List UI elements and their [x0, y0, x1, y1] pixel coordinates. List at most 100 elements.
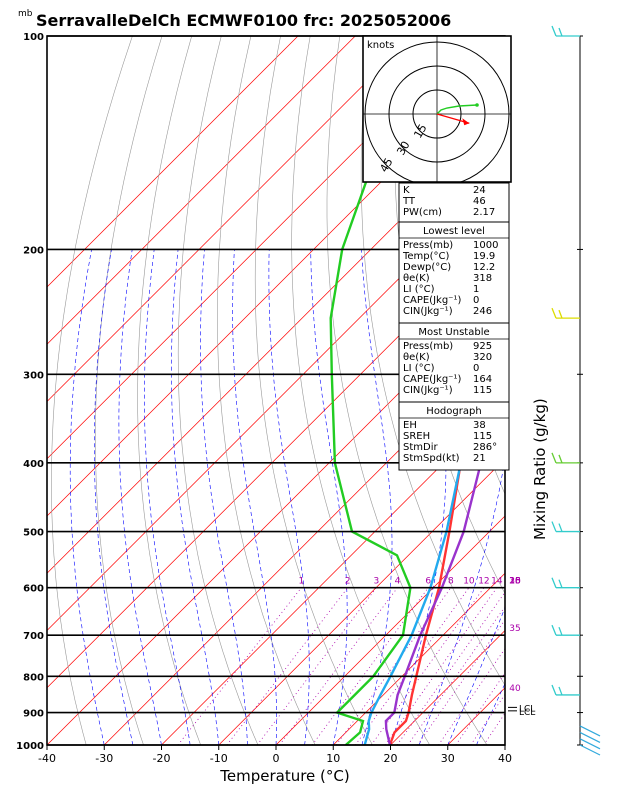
stat-section-title: Lowest level	[423, 226, 485, 237]
moist-adiabat	[504, 744, 505, 745]
stat-label: Press(mb)	[403, 240, 453, 251]
isotherm	[333, 572, 505, 745]
mixing-ratio-line	[438, 647, 505, 745]
dewpoint-profile	[329, 36, 471, 745]
lcl-label: LCL	[519, 704, 535, 714]
x-tick-label: 20	[384, 752, 398, 765]
stat-value: 318	[473, 273, 492, 284]
mixing-ratio-label: 4	[395, 577, 401, 587]
isotherm	[218, 458, 505, 745]
x-tick-label: -10	[210, 752, 228, 765]
wind-barb	[579, 725, 601, 737]
wind-barb-feather	[558, 523, 563, 532]
stat-label: θe(K)	[403, 273, 430, 284]
stat-value: 0	[473, 295, 479, 306]
stat-label: EH	[403, 420, 417, 431]
dry-adiabat	[254, 36, 373, 745]
stat-section-title: Most Unstable	[418, 327, 489, 338]
mixing-ratio-label: 1	[298, 577, 304, 587]
stat-value: 21	[473, 453, 486, 464]
mixing-ratio-line	[396, 591, 505, 745]
mixing-ratio-label: 16	[509, 577, 521, 587]
hodograph-stats-box	[398, 401, 510, 471]
unit-mb-label: mb	[18, 9, 33, 19]
stat-section-title: Hodograph	[426, 406, 481, 417]
stat-label: Temp(°C)	[402, 251, 450, 262]
stat-value: 1000	[473, 240, 498, 251]
pressure-tick-label: 600	[23, 584, 44, 595]
wind-barb-feather	[551, 684, 557, 696]
isotherm	[104, 343, 505, 745]
mixing-ratio-label: 8	[448, 577, 454, 587]
x-tick-label: 0	[273, 752, 280, 765]
mixing-ratio-label: 40	[509, 684, 521, 694]
dry-adiabat	[51, 36, 133, 745]
mixing-ratio-line	[407, 605, 505, 745]
mixing-ratio-label: 2	[345, 577, 351, 587]
wind-barb-feather	[558, 454, 563, 464]
wind-barb-feather	[558, 27, 563, 37]
mixing-ratio-label: 30	[509, 577, 521, 587]
stat-label: LI (°C)	[403, 363, 435, 374]
stat-value: 164	[473, 374, 492, 385]
wind-barb-feather	[551, 521, 557, 532]
stat-value: 2.17	[473, 207, 495, 218]
stat-label: CAPE(Jkg⁻¹)	[403, 374, 461, 385]
wind-barb-feather	[558, 579, 563, 588]
mixing-ratio-line	[279, 587, 398, 745]
isotherm	[47, 229, 505, 689]
mixing-ratio-line	[384, 587, 498, 745]
isotherm	[47, 172, 505, 631]
dry-adiabat	[547, 36, 618, 745]
mixing-ratio-line	[226, 587, 348, 745]
moist-adiabat	[361, 249, 393, 745]
dry-adiabat	[518, 36, 618, 745]
dry-adiabat	[607, 36, 618, 745]
isotherm	[47, 36, 299, 288]
pressure-tick-label: 1000	[16, 741, 44, 752]
isotherm	[47, 36, 413, 402]
isotherm	[161, 401, 505, 745]
stat-value: 12.2	[473, 262, 495, 273]
mixing-ratio-line	[370, 587, 485, 745]
stat-label: PW(cm)	[403, 207, 442, 218]
hodograph-ring-label: 45	[377, 156, 395, 175]
dry-adiabat	[577, 36, 618, 745]
stat-label: θe(K)	[403, 352, 430, 363]
stat-label: TT	[402, 196, 416, 207]
moist-adiabat	[268, 249, 310, 745]
x-tick-label: -40	[38, 752, 56, 765]
hodograph-ring-label: 30	[394, 139, 412, 158]
mixing-ratio-line	[354, 587, 470, 745]
pressure-tick-label: 700	[23, 631, 44, 642]
stat-value: 24	[473, 185, 486, 196]
mixing-ratio-label: 35	[509, 624, 520, 634]
x-axis-label: Temperature (°C)	[219, 767, 349, 785]
hodograph-trace	[436, 104, 478, 115]
most-unstable-box	[398, 322, 510, 403]
stat-value: 38	[473, 420, 486, 431]
mixing-ratio-line	[311, 587, 429, 745]
mixing-ratio-label: 10	[463, 577, 475, 587]
wind-barb-feather	[558, 626, 563, 636]
moist-adiabat	[232, 249, 277, 745]
indices-box	[398, 182, 510, 223]
hodograph-unit-label: knots	[367, 40, 394, 51]
isotherm	[47, 36, 470, 460]
dry-adiabat	[95, 36, 163, 745]
wind-barb-feather	[551, 452, 557, 464]
moist-adiabat	[310, 249, 348, 745]
mixing-ratio-label: 14	[491, 577, 503, 587]
mixing-ratio-line	[256, 587, 377, 745]
mixing-ratio-label: 25	[509, 577, 520, 587]
chart-title: SerravalleDelCh ECMWF0100 frc: 202505200…	[36, 11, 451, 30]
stat-value: 1	[473, 284, 479, 295]
wind-barb-feather	[551, 577, 557, 588]
storm-motion-arrowhead	[462, 118, 470, 126]
grid	[47, 36, 618, 745]
pressure-tick-label: 200	[23, 245, 44, 256]
x-tick-label: 30	[441, 752, 455, 765]
stat-label: CIN(Jkg⁻¹)	[403, 385, 453, 396]
isotherm	[47, 36, 356, 345]
stat-label: StmSpd(kt)	[403, 453, 460, 464]
